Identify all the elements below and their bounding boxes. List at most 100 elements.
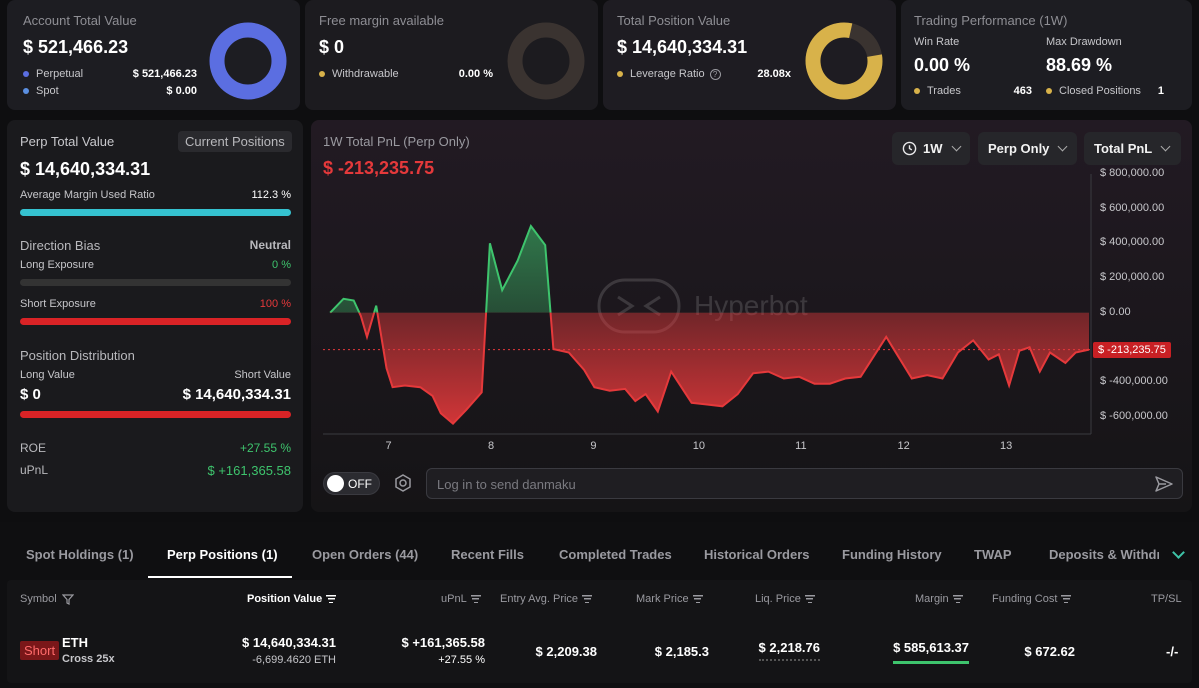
x-tick-label: 7 bbox=[385, 440, 392, 452]
leverage-dot bbox=[617, 71, 623, 78]
danmaku-toggle[interactable]: OFF bbox=[323, 472, 380, 495]
free-margin-value: $ 0 bbox=[319, 37, 345, 57]
th-liq-price[interactable]: Liq. Price bbox=[755, 593, 815, 605]
chart-title: 1W Total PnL (Perp Only) bbox=[323, 134, 470, 149]
sort-icon bbox=[1061, 595, 1072, 604]
short-exposure-label: Short Exposure bbox=[20, 298, 96, 310]
danmaku-placeholder: Log in to send danmaku bbox=[437, 477, 576, 492]
chart-total-pnl: $ -213,235.75 bbox=[323, 158, 435, 178]
trading-performance-card: Trading Performance (1W) Win Rate 0.00 %… bbox=[901, 0, 1192, 110]
withdrawable-value: 0.00 % bbox=[458, 68, 493, 80]
y-tick-label: $ -600,000.00 bbox=[1100, 409, 1168, 422]
side-badge: Short bbox=[20, 641, 60, 660]
leverage-label: Leverage Ratio bbox=[630, 68, 705, 80]
trades-label: Trades bbox=[927, 85, 961, 97]
th-mark-price[interactable]: Mark Price bbox=[636, 593, 703, 605]
chevron-down-icon bbox=[1057, 141, 1068, 152]
performance-title: Trading Performance (1W) bbox=[914, 13, 1068, 28]
period-dropdown[interactable]: 1W bbox=[892, 132, 970, 165]
long-exposure-bar bbox=[20, 279, 291, 286]
tab-completed-trades[interactable]: Completed Trades bbox=[559, 547, 672, 562]
win-rate-label: Win Rate bbox=[914, 36, 960, 48]
perp-total-value: $ 14,640,334.31 bbox=[20, 159, 151, 179]
long-exposure-value: 0 % bbox=[272, 259, 291, 271]
y-tick-label: $ 400,000.00 bbox=[1100, 236, 1165, 249]
tab-spot-holdings[interactable]: Spot Holdings (1) bbox=[26, 547, 134, 562]
spot-row: Spot $ 0.00 bbox=[23, 85, 197, 97]
account-value-title: Account Total Value bbox=[23, 13, 137, 28]
upnl-label: uPnL bbox=[20, 463, 49, 477]
sort-icon bbox=[692, 595, 703, 604]
withdrawable-label: Withdrawable bbox=[332, 68, 399, 80]
spot-label: Spot bbox=[36, 85, 59, 97]
help-icon[interactable]: ? bbox=[709, 69, 721, 80]
tab-funding-history[interactable]: Funding History bbox=[842, 547, 942, 562]
direction-bias-label: Direction Bias bbox=[20, 238, 101, 253]
margin-ratio-fill bbox=[20, 209, 291, 216]
trades-row: Trades 463 bbox=[914, 85, 1032, 97]
withdrawable-dot bbox=[319, 71, 325, 78]
scope-dropdown[interactable]: Perp Only bbox=[978, 132, 1077, 165]
settings-icon[interactable] bbox=[393, 473, 413, 493]
x-tick-label: 8 bbox=[487, 440, 495, 452]
toggle-knob bbox=[327, 475, 344, 492]
x-tick-label: 13 bbox=[999, 440, 1013, 452]
tab-twap[interactable]: TWAP bbox=[974, 547, 1012, 562]
position-value-title: Total Position Value bbox=[617, 13, 731, 28]
free-margin-card: Free margin available $ 0 Withdrawable 0… bbox=[305, 0, 598, 110]
th-tpsl: TP/SL bbox=[1151, 593, 1182, 605]
funding-cost-cell: $ 672.62 bbox=[1024, 644, 1075, 659]
y-tick-label: $ 600,000.00 bbox=[1100, 201, 1165, 214]
y-tick-label: $ -400,000.00 bbox=[1100, 375, 1168, 387]
active-tab-underline bbox=[148, 576, 292, 578]
y-tick-label: $ 200,000.00 bbox=[1100, 271, 1165, 283]
short-exposure-value: 100 % bbox=[259, 298, 291, 310]
margin-ratio-value: 112.3 % bbox=[251, 189, 291, 201]
perpetual-label: Perpetual bbox=[36, 68, 84, 80]
max-drawdown-label: Max Drawdown bbox=[1046, 36, 1122, 48]
th-symbol[interactable]: Symbol bbox=[20, 593, 75, 605]
danmaku-input[interactable]: Log in to send danmaku bbox=[426, 468, 1183, 499]
tpsl-cell[interactable]: -/- bbox=[1166, 644, 1179, 659]
metric-dropdown[interactable]: Total PnL bbox=[1084, 132, 1181, 165]
tab-perp-positions[interactable]: Perp Positions (1) bbox=[167, 547, 278, 562]
position-donut-chart bbox=[805, 22, 883, 100]
tab-open-orders[interactable]: Open Orders (44) bbox=[312, 547, 419, 562]
direction-bias-value: Neutral bbox=[249, 238, 291, 252]
upnl-pct-cell: +27.55 % bbox=[438, 654, 485, 666]
liq-price-cell[interactable]: $ 2,218.76 bbox=[758, 640, 820, 661]
y-tick-label: $ 800,000.00 bbox=[1100, 167, 1165, 179]
roe-value: +27.55 % bbox=[239, 441, 291, 455]
closed-positions-row: Closed Positions 1 bbox=[1046, 85, 1164, 97]
mark-price-cell: $ 2,185.3 bbox=[654, 644, 709, 659]
tab-recent-fills[interactable]: Recent Fills bbox=[451, 547, 524, 562]
short-value: $ 14,640,334.31 bbox=[182, 386, 291, 403]
pnl-area-positive bbox=[330, 226, 551, 313]
margin-cell: $ 585,613.37 bbox=[893, 640, 969, 655]
trades-dot bbox=[914, 88, 920, 95]
th-upnl[interactable]: uPnL bbox=[441, 593, 481, 605]
th-funding-cost[interactable]: Funding Cost bbox=[992, 593, 1072, 605]
account-value: $ 521,466.23 bbox=[23, 37, 129, 57]
x-tick-label: 11 bbox=[795, 440, 807, 452]
account-value-card: Account Total Value $ 521,466.23 Perpetu… bbox=[7, 0, 300, 110]
leverage-row: Leverage Ratio? 28.08x bbox=[617, 68, 791, 80]
long-exposure-label: Long Exposure bbox=[20, 259, 94, 271]
x-tick-label: 9 bbox=[590, 440, 597, 452]
send-icon[interactable] bbox=[1154, 474, 1174, 494]
position-value: $ 14,640,334.31 bbox=[617, 37, 748, 57]
filter-icon[interactable] bbox=[61, 593, 75, 605]
roe-label: ROE bbox=[20, 441, 47, 455]
th-position-value[interactable]: Position Value bbox=[247, 593, 337, 605]
th-entry-price[interactable]: Entry Avg. Price bbox=[500, 593, 593, 605]
chevron-down-icon bbox=[951, 141, 961, 152]
symbol-name[interactable]: ETH bbox=[62, 635, 88, 650]
margin-ratio-label: Average Margin Used Ratio bbox=[20, 189, 155, 201]
perp-total-title: Perp Total Value bbox=[20, 134, 115, 149]
pnl-area-chart bbox=[323, 174, 1092, 435]
th-margin[interactable]: Margin bbox=[915, 593, 963, 605]
perp-panel: Perp Total Value Current Positions $ 14,… bbox=[7, 120, 303, 512]
tab-deposits-withdrawals[interactable]: Deposits & Withdra bbox=[1049, 547, 1159, 562]
tab-historical-orders[interactable]: Historical Orders bbox=[704, 547, 810, 562]
current-positions-button[interactable]: Current Positions bbox=[178, 131, 292, 152]
